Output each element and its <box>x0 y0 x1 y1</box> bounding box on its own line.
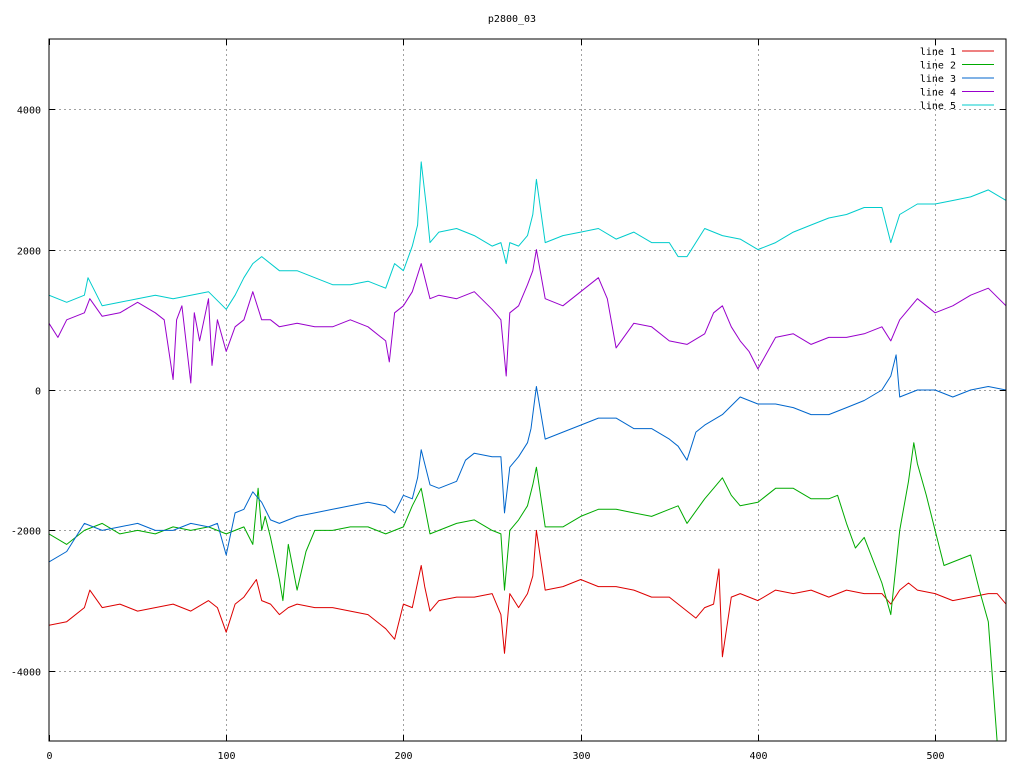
y-tick-label: 0 <box>35 387 41 398</box>
x-tick-label: 100 <box>217 751 235 762</box>
series-group <box>49 161 1006 741</box>
legend-label: line 1 <box>920 47 956 58</box>
series-line-4 <box>49 249 1006 384</box>
axes: 0 100 200 300 400 500 -4000 -2000 0 2000 4000 <box>11 39 1006 762</box>
y-tick-label: -2000 <box>11 527 41 538</box>
legend-label: line 5 <box>920 101 956 112</box>
x-tick-label: 200 <box>394 751 412 762</box>
x-tick-label: 500 <box>926 751 944 762</box>
series-line-1 <box>49 529 1006 658</box>
x-tick-label: 0 <box>46 751 52 762</box>
series-lines <box>49 161 1006 741</box>
y-tick-label: 2000 <box>17 247 41 258</box>
y-tick-label: 4000 <box>17 106 41 117</box>
series-line-2 <box>49 442 1006 741</box>
series-line-5 <box>49 161 1006 310</box>
x-tick-label: 400 <box>749 751 767 762</box>
x-tick-label: 300 <box>572 751 590 762</box>
legend: line 1 line 2 line 3 line 4 line 5 <box>920 47 994 112</box>
legend-label: line 3 <box>920 74 956 85</box>
legend-label: line 2 <box>920 61 956 72</box>
y-tick-label: -4000 <box>11 668 41 679</box>
series-line-3 <box>49 354 1006 563</box>
legend-label: line 4 <box>920 88 956 99</box>
chart-title: p2800_03 <box>488 14 536 25</box>
